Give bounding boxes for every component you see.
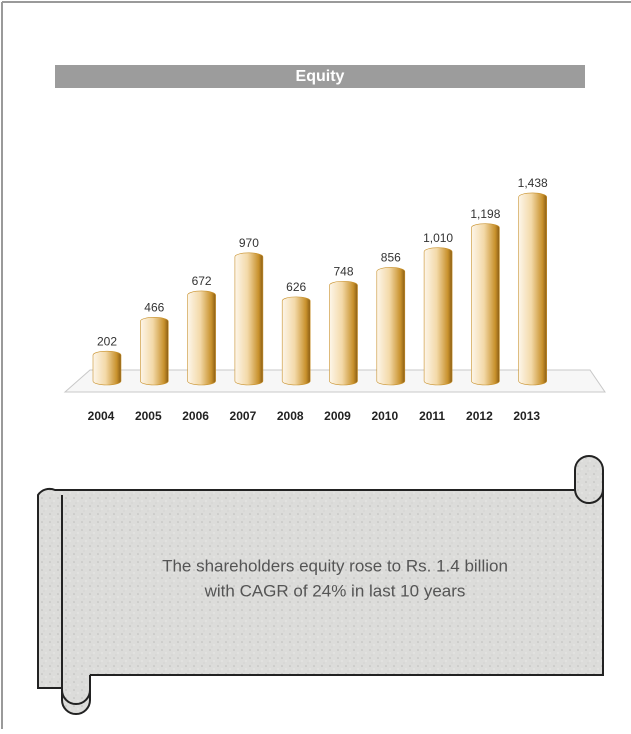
x-tick-label: 2011 (419, 409, 445, 423)
note-line: The shareholders equity rose to Rs. 1.4 … (162, 556, 508, 575)
value-label: 1,438 (518, 176, 548, 190)
value-label: 202 (97, 334, 117, 348)
x-tick-label: 2007 (230, 409, 257, 423)
value-label: 856 (381, 251, 401, 265)
value-label: 748 (333, 264, 353, 278)
bar (281, 296, 311, 386)
bar (423, 247, 453, 386)
value-label: 672 (192, 274, 212, 288)
bars: 202 2004 466 2005 672 2006 970 2007 626 2008 748 20… (88, 176, 548, 423)
x-tick-label: 2010 (371, 409, 398, 423)
scroll-roll (61, 495, 91, 705)
bar (140, 317, 169, 386)
x-tick-label: 2004 (88, 409, 115, 423)
note-line: with CAGR of 24% in last 10 years (204, 581, 466, 600)
x-tick-label: 2008 (277, 409, 304, 423)
x-tick-label: 2013 (513, 409, 540, 423)
title-bar (55, 65, 585, 88)
value-label: 626 (286, 280, 306, 294)
bar (376, 267, 406, 386)
bar (234, 252, 264, 386)
chart-title: Equity (296, 68, 345, 85)
bar (187, 290, 216, 386)
bar (92, 350, 122, 386)
x-tick-label: 2006 (182, 409, 209, 423)
bar (518, 192, 547, 386)
value-label: 466 (144, 301, 164, 315)
value-label: 1,198 (470, 207, 500, 221)
scroll (37, 455, 604, 715)
x-tick-label: 2012 (466, 409, 493, 423)
value-label: 970 (239, 236, 259, 250)
scroll-roll (574, 470, 605, 505)
x-tick-label: 2005 (135, 409, 162, 423)
bar (329, 280, 358, 386)
value-label: 1,010 (423, 231, 453, 245)
x-tick-label: 2009 (324, 409, 351, 423)
bar (471, 223, 500, 386)
